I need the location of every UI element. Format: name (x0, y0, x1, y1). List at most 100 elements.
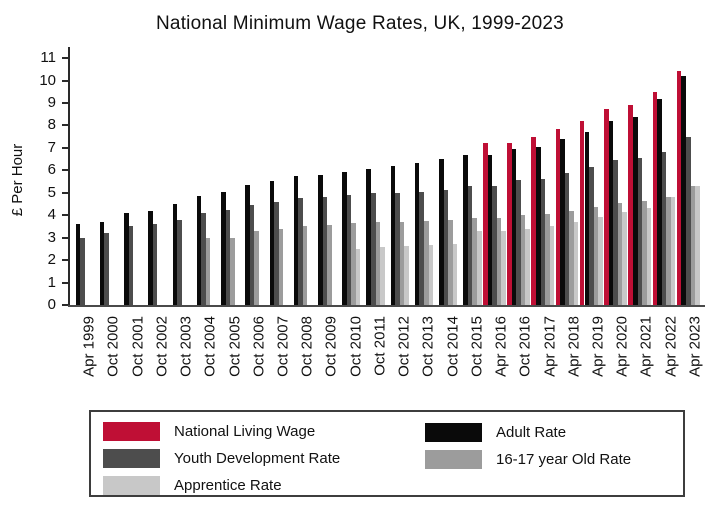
bar (274, 201, 279, 305)
legend-row: 16-17 year Old Rate (425, 449, 631, 469)
bar (419, 192, 424, 305)
y-tick (62, 259, 68, 262)
bar (463, 154, 468, 305)
bar (278, 228, 284, 305)
bar (399, 222, 405, 305)
bar (652, 91, 658, 305)
legend-row: Apprentice Rate (103, 475, 425, 495)
legend-column: Adult Rate 16-17 year Old Rate (425, 422, 631, 495)
bar (351, 223, 356, 305)
bar (390, 166, 396, 305)
x-tick-label: Apr 1999 (80, 316, 98, 377)
x-tick-label: Apr 2016 (492, 316, 510, 377)
bar (342, 171, 347, 305)
y-tick-label: 9 (47, 93, 56, 111)
x-tick-label: Apr 2019 (589, 316, 607, 377)
x-tick-label: Oct 2006 (250, 316, 268, 377)
bar (452, 243, 458, 305)
bar (254, 230, 259, 305)
y-tick (62, 124, 68, 127)
bar (642, 201, 647, 305)
x-tick-label: Oct 2005 (226, 316, 243, 377)
y-axis-label: £ Per Hour (9, 143, 26, 217)
bar (221, 191, 226, 305)
bar (579, 120, 585, 305)
bar (608, 120, 614, 305)
x-tick-label: Oct 2015 (468, 316, 486, 377)
bar (225, 209, 231, 305)
y-tick (62, 281, 68, 284)
bar (661, 151, 667, 305)
x-tick-label: Oct 2010 (347, 316, 365, 377)
bar (472, 218, 477, 305)
bar (492, 186, 497, 305)
bar (404, 245, 409, 305)
y-tick (62, 79, 68, 82)
bar (593, 207, 599, 305)
bar (366, 168, 371, 305)
x-tick-label: Apr 2020 (613, 316, 631, 377)
legend-label: Youth Development Rate (174, 450, 341, 467)
bar (298, 197, 303, 305)
y-tick (62, 191, 68, 194)
bar (230, 237, 235, 305)
legend-label: 16-17 year Old Rate (496, 450, 632, 468)
legend-label: National Living Wage (174, 423, 316, 441)
bar (75, 224, 81, 305)
bar (536, 146, 541, 305)
y-tick-label: 10 (39, 71, 56, 89)
legend-swatch (103, 449, 160, 468)
bar (443, 189, 449, 305)
legend-swatch (103, 475, 160, 495)
legend-column: National Living Wage Youth Development Ra… (103, 422, 425, 495)
bar (346, 194, 352, 305)
bar (448, 219, 453, 305)
bar (375, 222, 381, 305)
x-tick-label: Apr 2018 (565, 316, 583, 377)
bar (428, 244, 434, 305)
x-tick-label: Oct 2002 (153, 316, 171, 377)
y-tick-label: 7 (47, 138, 56, 156)
y-tick-label: 0 (47, 296, 56, 313)
bar (293, 176, 299, 305)
bar (695, 186, 700, 305)
bar (666, 197, 671, 305)
y-tick-label: 6 (47, 161, 56, 179)
bar (646, 208, 652, 305)
y-tick-label: 3 (47, 228, 56, 246)
y-axis (68, 47, 70, 307)
bar (685, 136, 691, 305)
bar (676, 71, 682, 305)
x-tick-label: Oct 2012 (395, 316, 413, 377)
bar (613, 160, 618, 305)
chart-title: National Minimum Wage Rates, UK, 1999-20… (156, 13, 564, 34)
x-tick-label: Oct 2001 (129, 316, 147, 377)
x-tick-label: Oct 2007 (274, 316, 292, 377)
legend-row: Adult Rate (425, 422, 631, 442)
y-tick-label: 2 (47, 251, 56, 269)
legend-swatch (103, 422, 160, 442)
bar (172, 203, 178, 305)
bar (249, 205, 255, 305)
y-tick (62, 236, 68, 239)
bar (657, 98, 662, 305)
legend-swatch (425, 422, 482, 442)
bar (564, 172, 570, 305)
bar (516, 180, 521, 305)
bar (302, 225, 308, 305)
bar (104, 233, 109, 305)
bar (152, 224, 158, 305)
y-tick (62, 214, 68, 217)
legend-label: Adult Rate (496, 423, 567, 441)
bar (520, 215, 526, 305)
x-tick-label: Apr 2022 (662, 316, 680, 377)
bar (555, 129, 561, 305)
bar (124, 212, 129, 305)
bar (637, 157, 643, 305)
x-tick-label: Oct 2009 (322, 316, 340, 377)
y-tick (62, 57, 68, 60)
bar (395, 193, 400, 305)
bar (604, 109, 609, 305)
bar (99, 221, 105, 305)
